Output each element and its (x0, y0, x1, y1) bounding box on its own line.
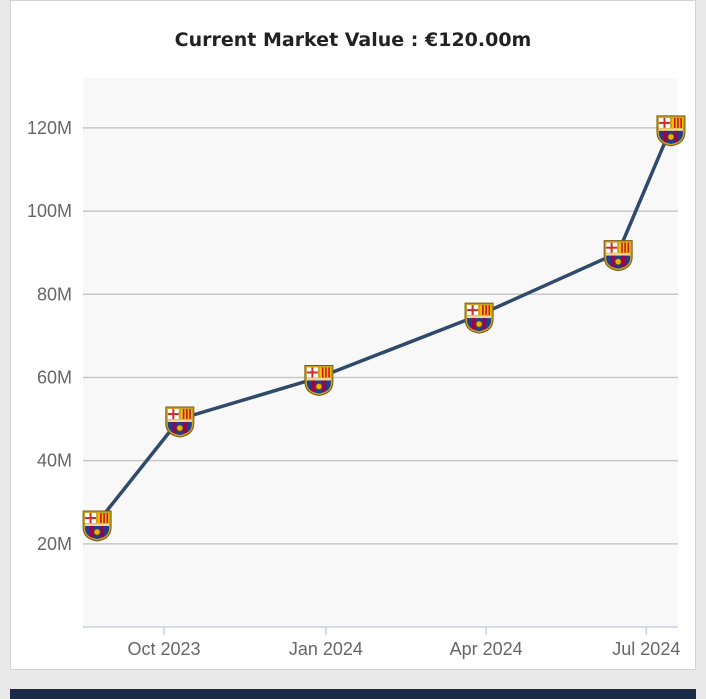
x-tick-label: Apr 2024 (450, 639, 523, 659)
x-tick-label: Oct 2023 (127, 639, 200, 659)
data-point-fc-barcelona-crest-icon[interactable] (82, 510, 112, 542)
data-point-fc-barcelona-crest-icon[interactable] (464, 302, 494, 334)
y-gridlines (83, 127, 678, 545)
data-point-fc-barcelona-crest-icon[interactable] (603, 240, 633, 272)
x-tick-label: Jul 2024 (612, 639, 680, 659)
y-tick-label: 80M (37, 284, 72, 304)
data-point-fc-barcelona-crest-icon[interactable] (165, 406, 195, 438)
chart-title: Current Market Value : €120.00m (175, 29, 532, 51)
y-tick-label: 100M (27, 201, 72, 221)
y-tick-label: 40M (37, 451, 72, 471)
data-point-fc-barcelona-crest-icon[interactable] (656, 115, 686, 147)
y-tick-label: 120M (27, 118, 72, 138)
footer-bar (10, 689, 696, 699)
data-point-fc-barcelona-crest-icon[interactable] (304, 364, 334, 396)
y-tick-label: 20M (37, 534, 72, 554)
y-tick-label: 60M (37, 367, 72, 387)
y-axis-tick-labels: 20M 40M 60M 80M 100M 120M (27, 118, 72, 554)
market-value-line (95, 127, 673, 525)
x-axis-ticks: Oct 2023 Jan 2024 Apr 2024 Jul 2024 (127, 627, 680, 659)
x-tick-label: Jan 2024 (289, 639, 363, 659)
